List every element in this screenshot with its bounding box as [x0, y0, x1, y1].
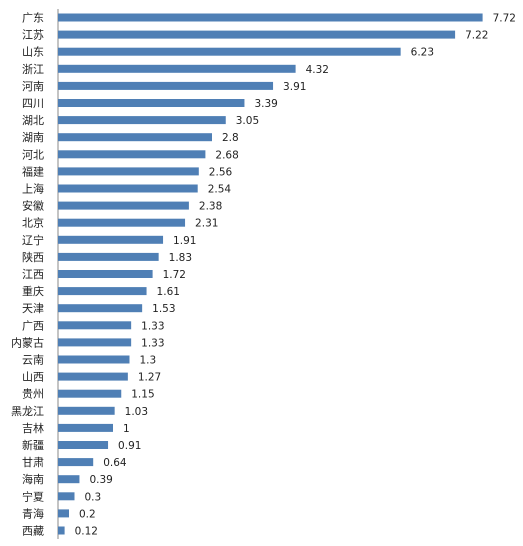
category-label: 湖北	[22, 114, 44, 127]
value-label-group: 7.72 7.22 6.23 4.323.91 3.39 3.05 2.8 2.68 2.56 2…	[75, 13, 516, 538]
category-label: 福建	[22, 164, 44, 178]
bar-21	[58, 372, 128, 381]
category-label: 广东	[22, 12, 44, 25]
bar-20	[58, 355, 130, 364]
bar-27	[58, 475, 80, 484]
bar-23	[58, 406, 115, 415]
category-label: 贵州	[22, 388, 44, 401]
category-label: 重庆	[22, 284, 44, 298]
bar-1	[58, 30, 456, 39]
category-label: 内蒙古	[11, 335, 44, 349]
bar-25	[58, 441, 109, 449]
bar-8	[58, 150, 206, 159]
category-label: 湖南	[22, 131, 44, 144]
bar-24	[58, 423, 113, 432]
category-label: 新疆	[22, 438, 44, 452]
value-label: 1.03	[125, 406, 148, 418]
bar-3	[58, 64, 296, 73]
category-label: 江西	[22, 268, 44, 281]
value-label: 1.61	[157, 286, 180, 298]
bar-9	[58, 167, 199, 176]
bar-6	[58, 116, 226, 125]
category-label: 江苏	[22, 29, 44, 42]
category-label: 辽宁	[22, 233, 44, 247]
bar-0	[58, 13, 483, 22]
value-label: 7.22	[465, 30, 488, 42]
value-label: 0.39	[89, 474, 112, 486]
bar-13	[58, 235, 164, 244]
category-label: 黑龙江	[11, 405, 44, 418]
bar-28	[58, 492, 75, 501]
value-label: 2.8	[222, 132, 239, 144]
bar-22	[58, 389, 122, 398]
value-label: 0.91	[118, 440, 141, 452]
bar-11	[58, 201, 189, 210]
bar-16	[58, 287, 147, 296]
value-label: 6.23	[411, 47, 434, 59]
category-label-group: 广东江苏山东浙江河南四川湖北湖南河北福建上海安徽北京辽宁陕西江西重庆天津广西内蒙…	[11, 12, 44, 538]
category-label: 山东	[22, 46, 44, 59]
value-label: 2.68	[215, 149, 238, 161]
value-label: 2.56	[209, 166, 233, 178]
value-label: 1	[123, 423, 130, 435]
value-label: 0.64	[103, 457, 127, 469]
bar-29	[58, 509, 69, 518]
value-label: 1.33	[141, 337, 164, 349]
bar-group	[58, 13, 483, 535]
bar-10	[58, 184, 198, 193]
value-label: 1.15	[131, 389, 154, 401]
bar-15	[58, 270, 153, 278]
bar-4	[58, 81, 274, 90]
value-label: 2.54	[208, 184, 232, 196]
value-label: 3.39	[254, 98, 277, 110]
bar-17	[58, 304, 143, 313]
value-label: 0.2	[79, 508, 96, 520]
category-label: 宁夏	[22, 489, 44, 503]
value-label: 1.91	[173, 235, 196, 247]
value-label: 3.05	[236, 115, 259, 127]
category-label: 云南	[22, 354, 44, 367]
category-label: 北京	[22, 216, 44, 230]
category-label: 上海	[22, 182, 44, 196]
value-label: 7.72	[493, 13, 516, 25]
category-label: 陕西	[22, 250, 44, 264]
category-label: 海南	[22, 472, 44, 486]
value-label: 2.38	[199, 201, 222, 213]
category-label: 安徽	[22, 199, 44, 213]
value-label: 1.53	[152, 303, 175, 315]
value-label: 2.31	[195, 218, 218, 230]
value-label: 1.83	[169, 252, 192, 264]
value-label: 4.32	[306, 64, 329, 76]
bar-5	[58, 99, 245, 107]
bar-12	[58, 218, 186, 227]
value-label: 1.27	[138, 372, 161, 384]
bar-19	[58, 338, 132, 347]
category-label: 河北	[22, 148, 44, 161]
value-label: 1.3	[140, 355, 157, 367]
value-label: 1.33	[141, 320, 164, 332]
category-label: 青海	[22, 506, 44, 520]
category-label: 天津	[22, 302, 44, 315]
bar-2	[58, 47, 401, 56]
category-label: 山西	[22, 371, 44, 384]
category-label: 浙江	[22, 63, 44, 76]
value-label: 1.72	[163, 269, 186, 281]
bar-30	[58, 526, 65, 535]
category-label: 河南	[22, 80, 44, 93]
value-label: 3.91	[283, 81, 306, 93]
category-label: 西藏	[22, 525, 44, 538]
category-label: 吉林	[22, 421, 44, 435]
value-label: 0.3	[85, 491, 102, 503]
value-label: 0.12	[75, 526, 98, 538]
bar-14	[58, 252, 159, 261]
category-label: 四川	[22, 97, 44, 110]
category-label: 甘肃	[22, 456, 44, 469]
bar-18	[58, 321, 132, 330]
bar-26	[58, 458, 94, 467]
bar-7	[58, 133, 212, 142]
category-label: 广西	[22, 319, 44, 332]
